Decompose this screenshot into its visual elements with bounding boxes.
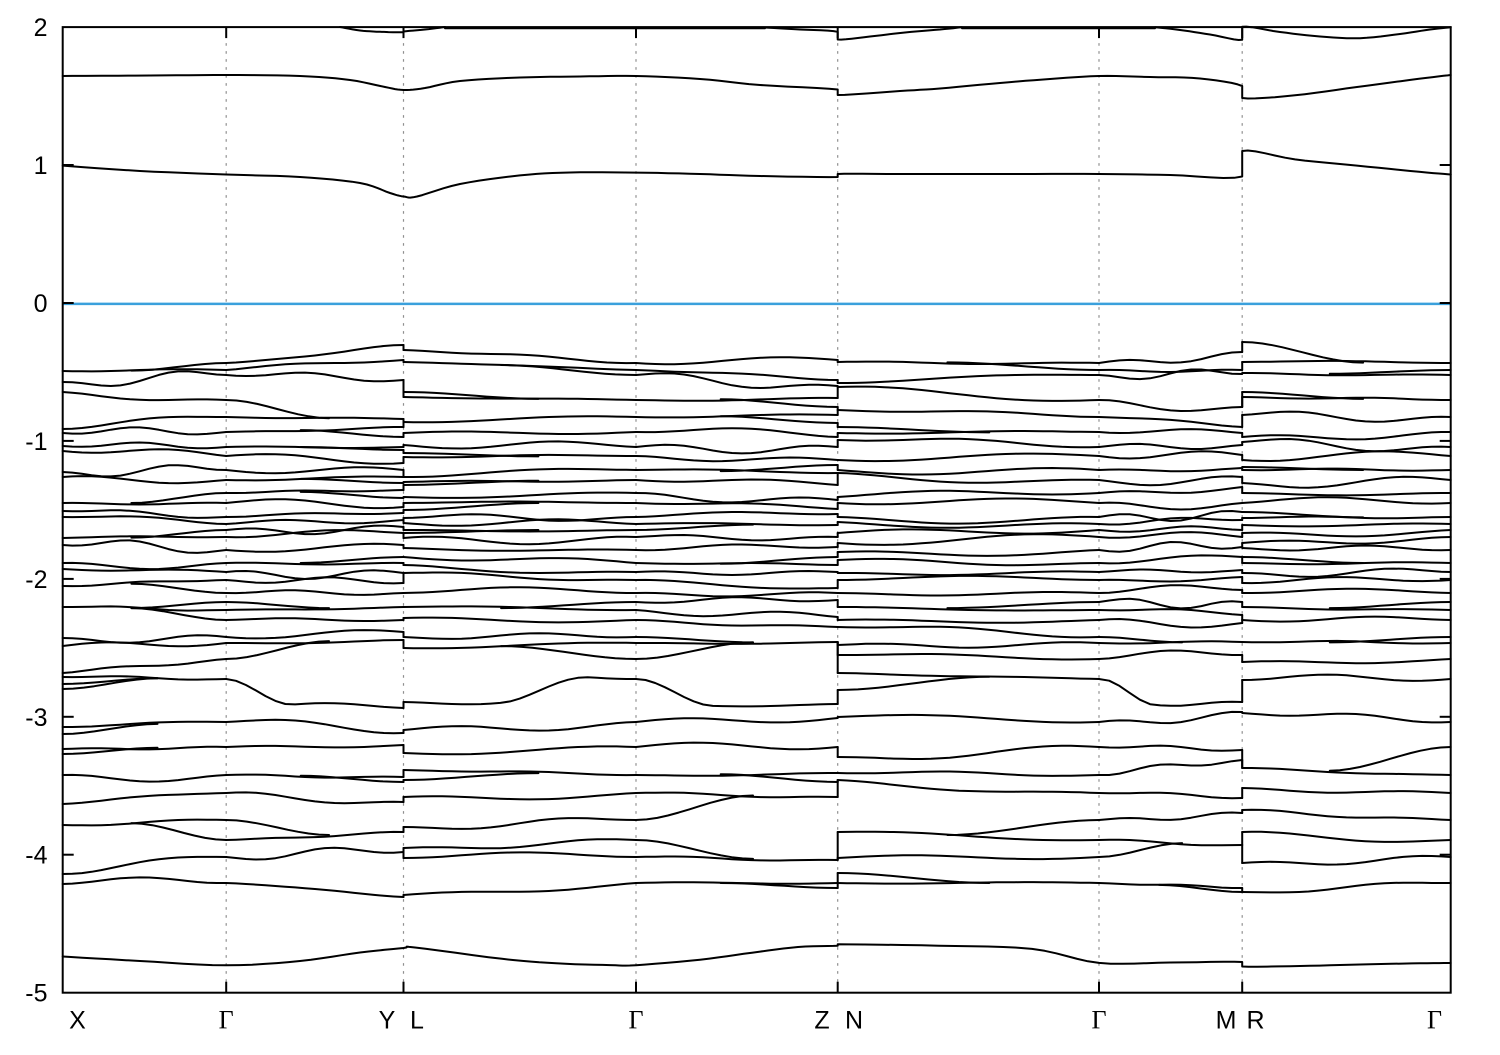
svg-text:Z: Z: [814, 1007, 829, 1035]
svg-text:2: 2: [34, 14, 48, 42]
svg-text:-3: -3: [25, 704, 47, 732]
svg-text:Γ: Γ: [1427, 1006, 1442, 1035]
svg-text:-1: -1: [25, 428, 47, 456]
svg-text:M: M: [1216, 1007, 1237, 1035]
svg-text:-2: -2: [25, 566, 47, 594]
svg-text:-5: -5: [25, 980, 47, 1008]
svg-text:Γ: Γ: [1091, 1006, 1106, 1035]
svg-text:Γ: Γ: [628, 1006, 643, 1035]
svg-text:1: 1: [34, 152, 48, 180]
svg-text:R: R: [1246, 1007, 1264, 1035]
svg-text:N: N: [845, 1007, 863, 1035]
svg-text:X: X: [69, 1007, 86, 1035]
svg-text:-4: -4: [25, 842, 47, 870]
svg-text:L: L: [410, 1007, 424, 1035]
svg-text:Γ: Γ: [219, 1006, 234, 1035]
svg-text:0: 0: [34, 290, 48, 318]
svg-text:Y: Y: [379, 1007, 396, 1035]
